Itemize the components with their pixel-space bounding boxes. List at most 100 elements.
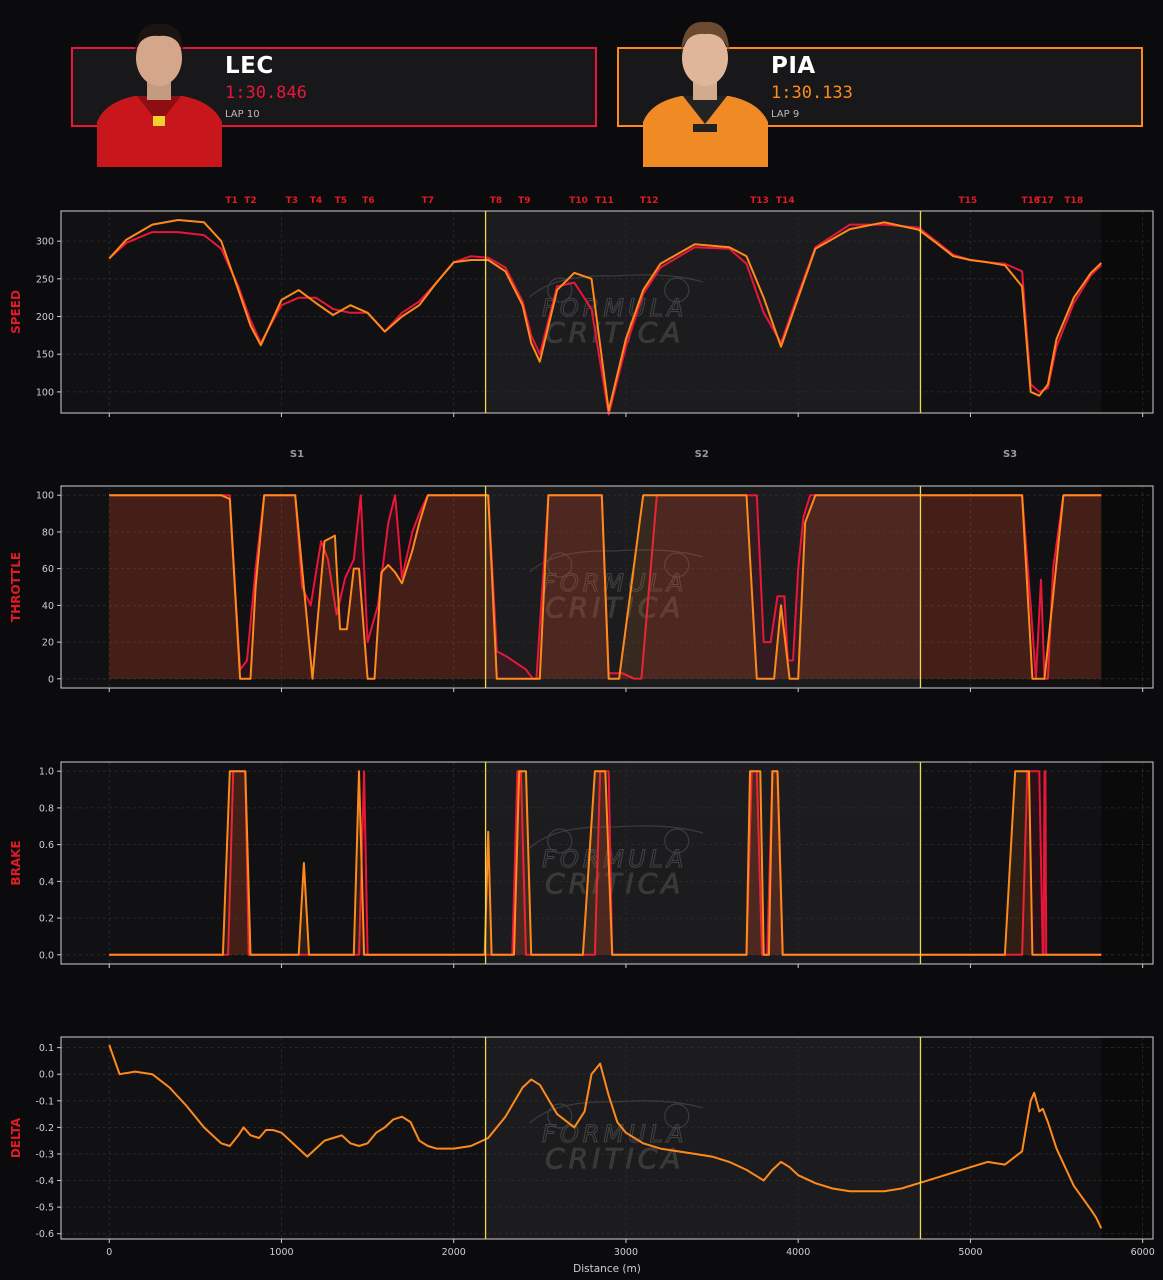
x-tick-label: 3000: [614, 1247, 638, 1258]
series-line-pia: [108, 219, 1102, 412]
sector-label-s2: S2: [695, 449, 709, 460]
driver-code: LEC: [225, 53, 274, 79]
plot-frame: [60, 485, 1154, 689]
plot-frame: [60, 210, 1154, 414]
sector-2-shade: [485, 486, 921, 688]
plot-frame: [60, 1036, 1154, 1240]
turn-label-t11: T11: [595, 196, 614, 206]
trailing-shade: [1101, 1037, 1153, 1239]
trailing-shade: [1101, 211, 1153, 413]
watermark-line-1: FORMULA: [542, 569, 687, 597]
driver-code: PIA: [771, 53, 816, 79]
turn-label-t2: T2: [244, 196, 256, 206]
series-fill-lec: [109, 771, 1102, 955]
sector-label-s1: S1: [290, 449, 304, 460]
watermark-wheel: [547, 552, 573, 578]
lap-time: 1:30.846: [225, 83, 307, 103]
x-tick-label: 4000: [786, 1247, 810, 1258]
y-tick-label: 0.0: [39, 950, 54, 961]
y-tick-label: 1.0: [39, 767, 54, 778]
turn-label-t17: T17: [1035, 196, 1054, 206]
turn-label-t16: T16: [1021, 196, 1040, 206]
driver-portrait-lec: [97, 12, 222, 167]
driver-portrait-pia: [643, 12, 768, 167]
x-tick-label: 5000: [958, 1247, 982, 1258]
y-tick-label: 80: [42, 527, 54, 538]
turn-label-t13: T13: [750, 196, 769, 206]
x-axis-label: Distance (m): [573, 1263, 641, 1275]
watermark-wheel: [664, 828, 690, 854]
watermark-wheel: [547, 277, 573, 303]
y-tick-label: 0.1: [39, 1043, 54, 1054]
y-tick-label: -0.4: [35, 1176, 54, 1187]
watermark-line-2: CRITICA: [545, 591, 684, 624]
watermark-wheel: [547, 828, 573, 854]
sector-2-shade: [485, 762, 921, 964]
trailing-shade: [1101, 762, 1153, 964]
sector-2-shade: [485, 1037, 921, 1239]
turn-label-t3: T3: [286, 196, 298, 206]
turn-label-t14: T14: [776, 196, 795, 206]
y-tick-label: 0.2: [39, 914, 54, 925]
turn-label-t9: T9: [518, 196, 530, 206]
x-tick-label: 6000: [1131, 1247, 1155, 1258]
y-tick-label: -0.6: [35, 1229, 54, 1240]
watermark-line-2: CRITICA: [545, 867, 684, 900]
turn-label-t5: T5: [335, 196, 347, 206]
watermark-wheel: [547, 1103, 573, 1129]
watermark-line-1: FORMULA: [542, 845, 687, 873]
lap-time: 1:30.133: [771, 83, 853, 103]
watermark-car-outline: [529, 549, 703, 573]
y-tick-label: 0.0: [39, 1070, 54, 1081]
turn-label-t7: T7: [422, 196, 434, 206]
turn-label-t8: T8: [490, 196, 502, 206]
y-axis-label: BRAKE: [9, 840, 23, 885]
watermark-line-2: CRITICA: [545, 316, 684, 349]
sector-label-s3: S3: [1003, 449, 1017, 460]
x-tick-label: 0: [106, 1247, 112, 1258]
y-tick-label: 100: [36, 387, 54, 398]
watermark-car-outline: [529, 1100, 703, 1124]
y-tick-label: 250: [36, 274, 54, 285]
turn-label-t12: T12: [640, 196, 659, 206]
trailing-shade: [1101, 486, 1153, 688]
turn-label-t10: T10: [569, 196, 588, 206]
y-tick-label: -0.2: [35, 1123, 54, 1134]
y-axis-label: THROTTLE: [9, 552, 23, 622]
series-line-delta: [108, 1044, 1103, 1229]
lap-number: LAP 10: [225, 109, 260, 120]
watermark-line-1: FORMULA: [542, 294, 687, 322]
watermark-wheel: [664, 1103, 690, 1129]
y-tick-label: 300: [36, 237, 54, 248]
y-tick-label: 40: [42, 601, 54, 612]
plot-frame: [60, 761, 1154, 965]
x-tick-label: 1000: [269, 1247, 293, 1258]
y-axis-label: DELTA: [9, 1117, 23, 1158]
turn-label-t18: T18: [1064, 196, 1083, 206]
lap-number: LAP 9: [771, 109, 800, 120]
series-fill-pia: [109, 771, 1102, 955]
y-tick-label: -0.3: [35, 1149, 54, 1160]
series-line-pia: [109, 770, 1102, 956]
y-tick-label: -0.5: [35, 1203, 54, 1214]
turn-label-t6: T6: [362, 196, 374, 206]
y-tick-label: 100: [36, 491, 54, 502]
turn-label-t15: T15: [959, 196, 978, 206]
x-tick-label: 2000: [442, 1247, 466, 1258]
y-axis-label: SPEED: [9, 290, 23, 334]
turn-label-t1: T1: [225, 196, 237, 206]
y-tick-label: 0: [48, 674, 54, 685]
y-tick-label: 150: [36, 350, 54, 361]
series-line-pia: [109, 494, 1102, 680]
y-tick-label: 200: [36, 312, 54, 323]
y-tick-label: 0.6: [39, 840, 54, 851]
watermark-line-2: CRITICA: [545, 1142, 684, 1175]
